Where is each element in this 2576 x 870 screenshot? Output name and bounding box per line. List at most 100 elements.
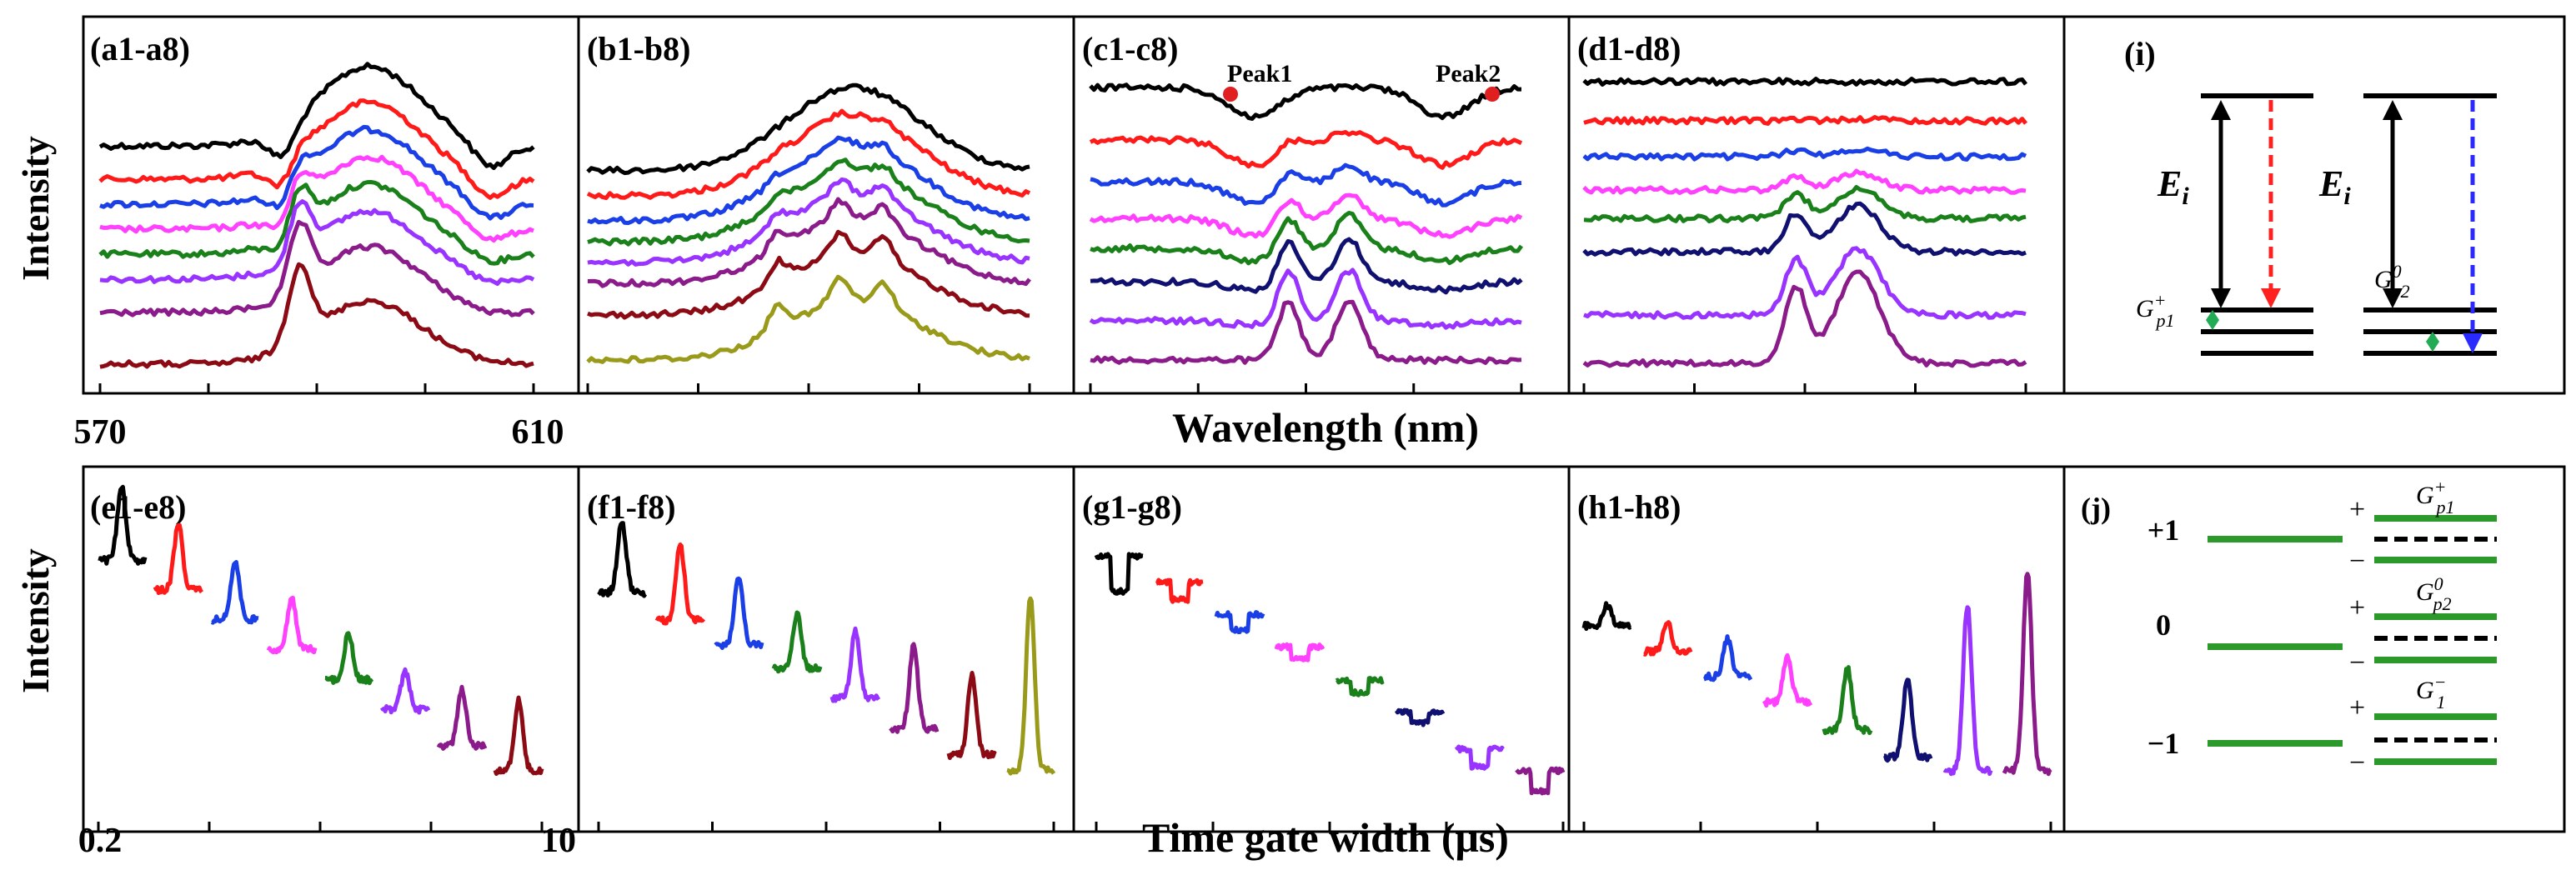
panel-g-label: (g1-g8) xyxy=(1082,488,1182,526)
series-e4 xyxy=(266,595,318,655)
panel-i-frame xyxy=(2062,15,2566,395)
series-f7 xyxy=(946,671,997,760)
series-f4 xyxy=(771,610,823,674)
series-e8 xyxy=(493,695,544,776)
peak-marker-2 xyxy=(1485,87,1500,102)
panel-f-label: (f1-f8) xyxy=(587,488,676,526)
arrow-head-blue xyxy=(2463,333,2483,353)
state-label-gp1: G+ p1 xyxy=(2136,290,2175,331)
state-label-j-2: G0 p2 xyxy=(2416,573,2452,614)
x-axis-label-bottom: Time gate width (μs) xyxy=(1142,814,1509,861)
series-a5 xyxy=(98,180,535,266)
series-e7 xyxy=(436,684,488,751)
series-h7 xyxy=(1942,605,1993,777)
series-e6 xyxy=(379,667,431,715)
series-g6 xyxy=(1394,708,1446,728)
series-d2 xyxy=(1583,115,2027,126)
series-b1 xyxy=(586,82,1030,176)
state-label-j-1: G+ p1 xyxy=(2416,477,2455,518)
series-a8 xyxy=(99,262,534,369)
series-h6 xyxy=(1882,678,1933,763)
series-e3 xyxy=(210,560,260,625)
plus-sign-3: + xyxy=(2349,692,2365,723)
energy-label-2: Ei xyxy=(2318,163,2351,210)
series-c5 xyxy=(1090,211,1524,266)
series-h8 xyxy=(2002,572,2052,777)
panel-c-label: (c1-c8) xyxy=(1082,30,1178,68)
series-a4 xyxy=(99,154,534,243)
series-d6 xyxy=(1582,201,2027,257)
panel-h-label: (h1-h8) xyxy=(1577,488,1681,526)
panel-b-label: (b1-b8) xyxy=(587,30,690,68)
series-g1 xyxy=(1094,552,1145,596)
series-g8 xyxy=(1515,766,1566,796)
series-f8 xyxy=(1005,596,1056,776)
series-g7 xyxy=(1454,744,1505,771)
plus-sign-1: + xyxy=(2349,494,2365,525)
arrow-head-down-2 xyxy=(2383,288,2403,308)
series-h4 xyxy=(1762,652,1813,708)
minus-sign-1: − xyxy=(2349,546,2365,577)
energy-diagram-i: (i) Ei Ei G+ p1 G0 p2 xyxy=(2124,35,2497,356)
series-g5 xyxy=(1335,676,1385,698)
plus-sign-2: + xyxy=(2349,592,2365,623)
series-c4 xyxy=(1089,192,1523,239)
series-d4 xyxy=(1582,168,2027,195)
series-h2 xyxy=(1642,620,1693,657)
y-axis-label-bottom: Intensity xyxy=(14,548,57,693)
series-h3 xyxy=(1702,634,1753,682)
panel-e-label: (e1-e8) xyxy=(90,488,186,526)
series-a6 xyxy=(99,199,535,286)
annotation-peak1: Peak1 xyxy=(1227,60,1292,88)
annotation-peak2: Peak2 xyxy=(1436,60,1501,88)
series-c7 xyxy=(1089,268,1522,330)
peak-marker-1 xyxy=(1223,87,1238,102)
arrow-head-red xyxy=(2261,288,2281,308)
x-axis-label-top: Wavelength (nm) xyxy=(1172,404,1479,451)
series-b7 xyxy=(587,229,1030,320)
state-label-j-3: G− 1 xyxy=(2416,672,2447,712)
series-d7 xyxy=(1583,246,2027,320)
series-f3 xyxy=(714,576,764,650)
series-h5 xyxy=(1822,665,1873,736)
state-label-gp2: G0 p2 xyxy=(2374,261,2410,302)
series-b6 xyxy=(587,197,1031,288)
diamond-marker-1 xyxy=(2206,310,2219,330)
series-b5 xyxy=(587,177,1030,267)
tick-label-610: 610 xyxy=(512,413,564,452)
panel-a-label: (a1-a8) xyxy=(90,30,190,68)
series-g2 xyxy=(1155,578,1205,604)
series-d8 xyxy=(1582,269,2027,368)
energy-label-1: Ei xyxy=(2157,163,2189,210)
energy-diagram-j: (j) +1 + − G+ p1 0 + − G0 p2 −1 + − G− 1 xyxy=(2081,477,2497,778)
series-b8 xyxy=(586,274,1030,364)
y-axis-label-top: Intensity xyxy=(14,136,57,281)
series-g4 xyxy=(1274,642,1326,662)
level-value-plus1: +1 xyxy=(2148,513,2180,547)
series-e2 xyxy=(153,522,203,595)
series-g3 xyxy=(1214,610,1265,634)
panel-d-label: (d1-d8) xyxy=(1577,30,1681,68)
arrow-head-up-2 xyxy=(2383,100,2403,120)
series-f2 xyxy=(654,542,705,626)
minus-sign-2: − xyxy=(2349,648,2365,678)
series-e5 xyxy=(323,631,374,686)
level-value-minus1: −1 xyxy=(2148,727,2180,760)
minus-sign-3: − xyxy=(2349,748,2365,778)
series-a7 xyxy=(99,219,535,318)
tick-label-10: 10 xyxy=(541,822,576,860)
series-c3 xyxy=(1090,162,1522,208)
series-d1 xyxy=(1582,77,2027,87)
diamond-marker-2 xyxy=(2426,332,2439,352)
series-h1 xyxy=(1581,601,1632,631)
panel-j-frame xyxy=(2062,465,2566,833)
series-d5 xyxy=(1583,185,2027,223)
level-value-0: 0 xyxy=(2156,608,2171,642)
series-c2 xyxy=(1089,130,1523,170)
series-f1 xyxy=(597,521,648,598)
series-c6 xyxy=(1090,237,1523,295)
series-e1 xyxy=(97,484,148,566)
series-a3 xyxy=(99,124,534,221)
series-c8 xyxy=(1090,299,1522,365)
